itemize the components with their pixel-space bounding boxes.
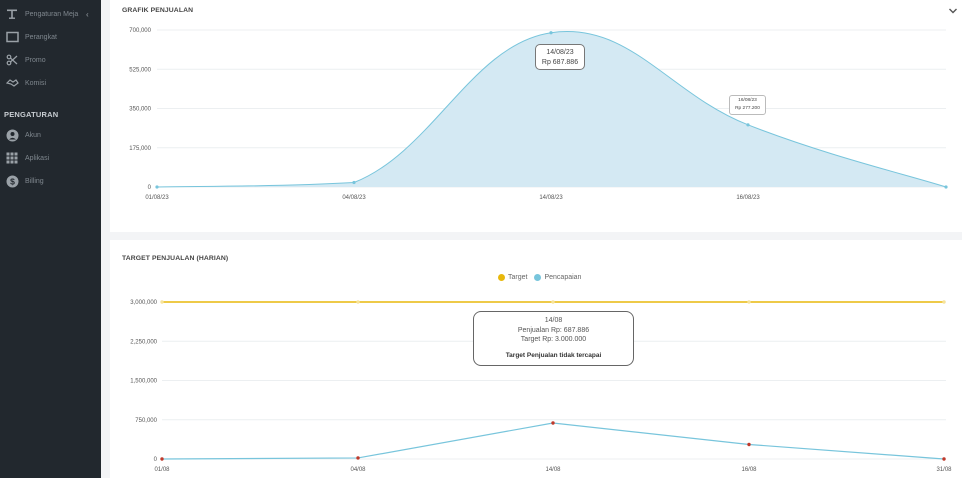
data-point [155,185,159,189]
table-icon [5,7,19,21]
x-tick-label: 14/08/23 [539,195,563,201]
tooltip-peak: 14/08/23 Rp 687.886 [535,44,585,70]
sidebar-item-label: Akun [25,131,41,139]
data-point [356,456,360,460]
device-icon [5,30,19,44]
handshake-icon [5,76,19,90]
sidebar-item-label: Billing [25,177,44,185]
sidebar-item-label: Promo [25,56,46,64]
data-point [551,300,555,304]
x-tick-label: 01/08 [154,467,170,473]
grid-icon [5,151,19,165]
sidebar-item-billing[interactable]: $ Billing [0,171,101,191]
scissors-icon [5,53,19,67]
tooltip-peak-date: 14/08/23 [546,49,574,56]
y-tick-label: 700,000 [129,28,151,34]
tooltip-target-date: 14/08 [544,317,563,324]
x-tick-label: 16/08 [741,467,757,473]
x-tick-label: 16/08/23 [736,195,760,201]
data-point [942,457,946,461]
legend-label-pencapaian: Pencapaian [544,274,582,281]
tooltip-small-value: Rp 277.200 [735,106,760,111]
data-point [160,457,164,461]
y-tick-label: 175,000 [129,146,151,152]
sidebar-item-pengaturan-meja[interactable]: Pengaturan Meja ‹ [0,4,101,24]
sidebar-item-komisi[interactable]: Komisi [0,73,101,93]
sidebar-item-label: Komisi [25,79,47,87]
sidebar-item-label: Pengaturan Meja [25,10,79,18]
data-point [944,185,948,189]
legend-entry-pencapaian[interactable]: Pencapaian [534,274,581,281]
tooltip-target: 14/08 Penjualan Rp: 687.886 Target Rp: 3… [473,311,634,366]
data-point [160,300,164,304]
x-tick-label: 01/08/23 [145,195,169,201]
y-tick-label: 750,000 [135,418,157,424]
series-line-pencapaian [161,422,945,460]
y-tick-label: 2,250,000 [130,339,157,345]
sidebar-section-title: PENGATURAN [4,110,59,119]
y-tick-label: 0 [148,185,152,191]
x-tick-label: 04/08 [350,467,366,473]
tooltip-peak-value: Rp 687.886 [541,59,579,66]
svg-text:$: $ [10,176,15,186]
tooltip-target-sales: Penjualan Rp: 687.886 [517,326,590,334]
x-tick-label: 14/08 [545,467,561,473]
data-point [549,31,553,35]
chevron-down-icon[interactable] [948,2,958,20]
legend-dot-target [498,274,505,281]
y-tick-label: 350,000 [129,107,151,113]
data-point [942,300,946,304]
target-chart-title: TARGET PENJUALAN (HARIAN) [122,255,229,262]
sales-chart-title: GRAFIK PENJUALAN [122,7,194,14]
legend-entry-target[interactable]: Target [498,274,527,281]
area-fill [157,31,946,187]
y-tick-label: 525,000 [129,67,151,73]
y-tick-label: 3,000,000 [130,300,157,306]
x-tick-label: 04/08/23 [342,195,366,201]
sidebar-item-label: Perangkat [25,33,57,41]
legend-dot-pencapaian [534,274,542,281]
sidebar-item-promo[interactable]: Promo [0,50,101,70]
data-point [551,421,555,425]
sidebar-item-akun[interactable]: Akun [0,125,101,145]
tooltip-target-target: Target Rp: 3.000.000 [520,336,587,343]
sales-area-chart: 0 175,000 350,000 525,000 700,000 01/08/23 04/… [129,28,948,201]
chevron-left-icon[interactable]: ‹ [86,9,89,19]
sidebar-item-aplikasi[interactable]: Aplikasi [0,148,101,168]
y-tick-label: 1,500,000 [130,379,157,385]
sidebar-item-perangkat[interactable]: Perangkat [0,27,101,47]
data-point [356,300,360,304]
y-tick-label: 0 [154,457,158,463]
data-point [747,442,751,447]
tooltip-small-date: 16/08/23 [738,98,757,103]
dollar-circle-icon: $ [5,174,19,188]
data-point [746,123,750,127]
data-point [747,300,751,304]
tooltip-target-status: Target Penjualan tidak tercapai [505,351,602,359]
chart-legend: Target Pencapaian [498,274,588,281]
sidebar: Pengaturan Meja ‹ Perangkat Promo Komisi… [0,0,101,478]
legend-label-target: Target [508,274,528,281]
sidebar-item-label: Aplikasi [25,154,50,162]
tooltip-small: 16/08/23 Rp 277.200 [729,95,766,115]
user-circle-icon [5,128,19,142]
x-tick-label: 31/08 [936,467,952,473]
data-point [352,180,356,185]
